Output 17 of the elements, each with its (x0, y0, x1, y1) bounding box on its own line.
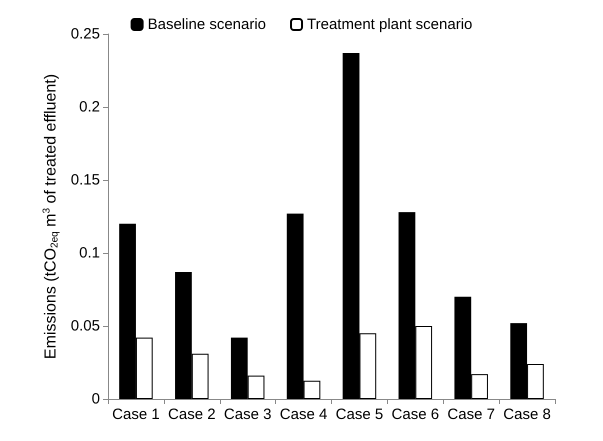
x-tick-label: Case 5 (336, 406, 384, 423)
y-axis-title: Emissions (tCO2eq m3 of treated effluent) (41, 74, 60, 360)
y-tick-label: 0.2 (79, 98, 100, 116)
x-tick-label: Case 2 (168, 406, 216, 423)
x-tick-label: Case 7 (447, 406, 495, 423)
y-tick-label: 0 (92, 390, 100, 408)
legend-label: Treatment plant scenario (307, 16, 472, 33)
x-tick-label: Case 3 (224, 406, 272, 423)
y-tick-label: 0.15 (70, 172, 100, 188)
x-tick-label: Case 4 (280, 406, 328, 423)
y-tick-label: 0.1 (79, 244, 100, 262)
x-tick-label: Case 8 (503, 406, 551, 423)
y-tick-label: 0.05 (70, 318, 100, 334)
x-tick-label: Case 6 (392, 406, 440, 423)
x-tick-label: Case 1 (112, 406, 160, 423)
y-tick-label: 0.25 (70, 26, 100, 42)
legend-label: Baseline scenario (148, 16, 266, 33)
